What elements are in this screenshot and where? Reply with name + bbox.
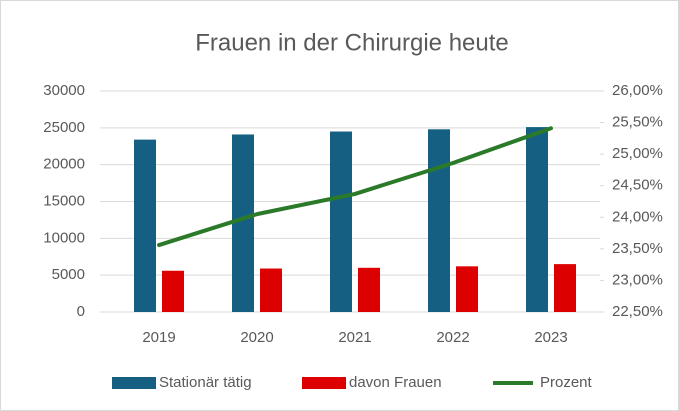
y2-tick-label: 24,50% (612, 177, 663, 194)
y-tick-label: 15000 (43, 192, 85, 209)
bar (554, 264, 576, 312)
y-tick-label: 25000 (43, 119, 85, 136)
bar (162, 270, 184, 312)
y2-tick-label: 23,00% (612, 271, 663, 288)
y2-tick-label: 25,00% (612, 145, 663, 162)
y-tick-label: 5000 (52, 266, 85, 283)
bar (260, 268, 282, 312)
bar (456, 266, 478, 312)
x-tick-label: 2020 (240, 329, 273, 346)
x-tick-label: 2019 (142, 329, 175, 346)
bar (330, 131, 352, 312)
legend-label: davon Frauen (349, 374, 442, 391)
y2-tick-label: 22,50% (612, 303, 663, 320)
bar (134, 139, 156, 312)
y2-tick-label: 26,00% (612, 82, 663, 99)
y-tick-label: 20000 (43, 156, 85, 173)
x-tick-label: 2022 (436, 329, 469, 346)
y-tick-label: 30000 (43, 82, 85, 99)
legend-label: Prozent (540, 374, 593, 391)
chart-title: Frauen in der Chirurgie heute (195, 29, 509, 56)
legend-swatch (302, 377, 346, 389)
y2-tick-label: 25,50% (612, 114, 663, 131)
line (157, 126, 553, 248)
y2-tick-label: 23,50% (612, 240, 663, 257)
legend-swatch (112, 377, 156, 389)
x-tick-label: 2021 (338, 329, 371, 346)
y-tick-label: 0 (77, 303, 85, 320)
y2-tick-label: 24,00% (612, 208, 663, 225)
bar (232, 134, 254, 312)
legend-label: Stationär tätig (159, 374, 252, 391)
bar (358, 267, 380, 312)
bar (526, 127, 548, 312)
bar (428, 129, 450, 312)
y-tick-label: 10000 (43, 229, 85, 246)
x-tick-label: 2023 (534, 329, 567, 346)
